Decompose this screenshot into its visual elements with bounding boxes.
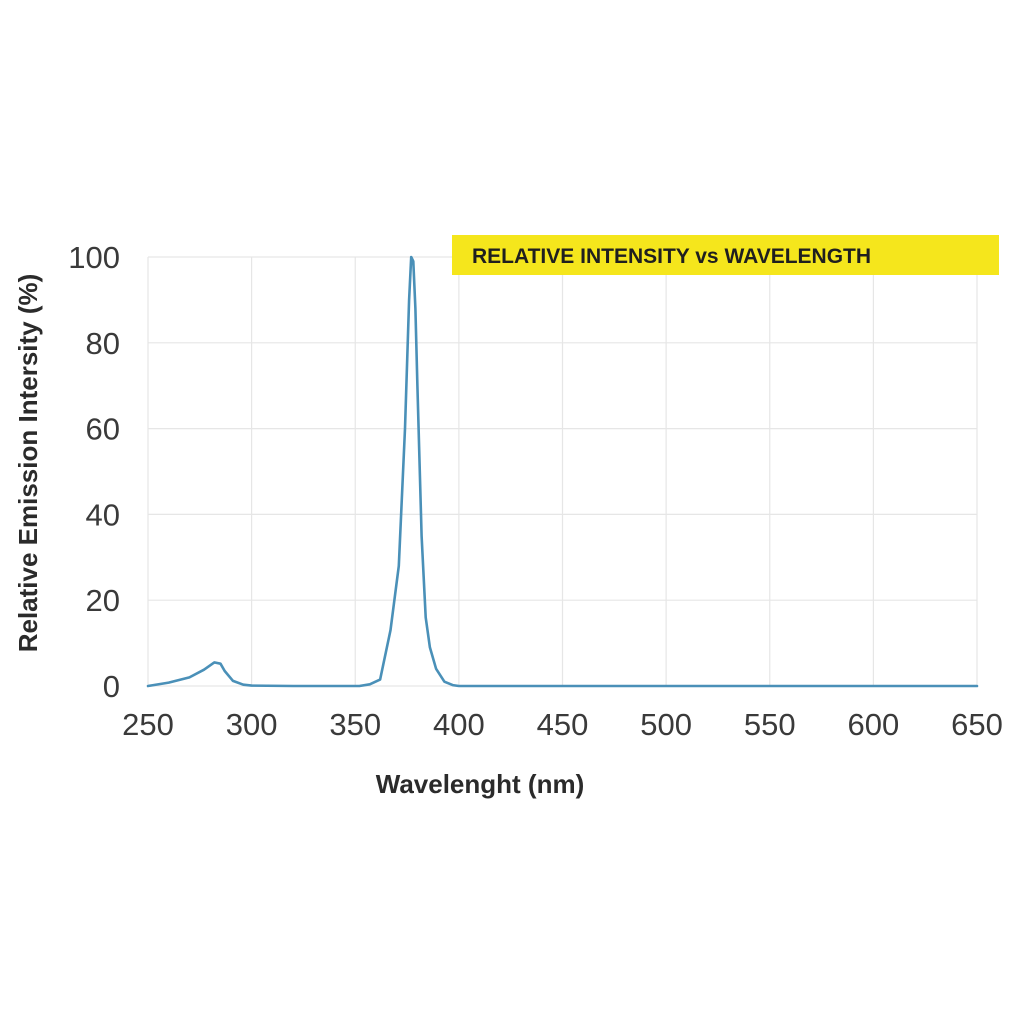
x-axis-ticks: 250 300 350 400 450 500 550 600 650 [122,707,1003,742]
x-tick-label: 600 [848,707,900,742]
x-tick-label: 650 [951,707,1003,742]
series-line [146,255,979,688]
grid [147,256,978,687]
x-tick-label: 550 [744,707,796,742]
x-tick-label: 450 [537,707,589,742]
x-tick-label: 300 [226,707,278,742]
x-tick-label: 350 [329,707,381,742]
y-axis-title: Relative Emission Intersity (%) [13,274,43,653]
x-tick-label: 500 [640,707,692,742]
x-tick-label: 250 [122,707,174,742]
y-tick-label: 40 [86,497,120,532]
y-tick-label: 0 [103,669,120,704]
chart-title: RELATIVE INTENSITY vs WAVELENGTH [452,235,999,275]
y-tick-label: 80 [86,326,120,361]
y-tick-label: 20 [86,583,120,618]
chart-title-highlight [452,235,999,275]
y-tick-label: 100 [68,240,120,275]
x-tick-label: 400 [433,707,485,742]
y-axis-ticks: 0 20 40 60 80 100 [68,240,120,704]
series-layer [146,255,979,688]
y-tick-label: 60 [86,412,120,447]
chart-title-text: RELATIVE INTENSITY vs WAVELENGTH [472,245,871,268]
x-axis-title: Wavelenght (nm) [376,769,584,799]
